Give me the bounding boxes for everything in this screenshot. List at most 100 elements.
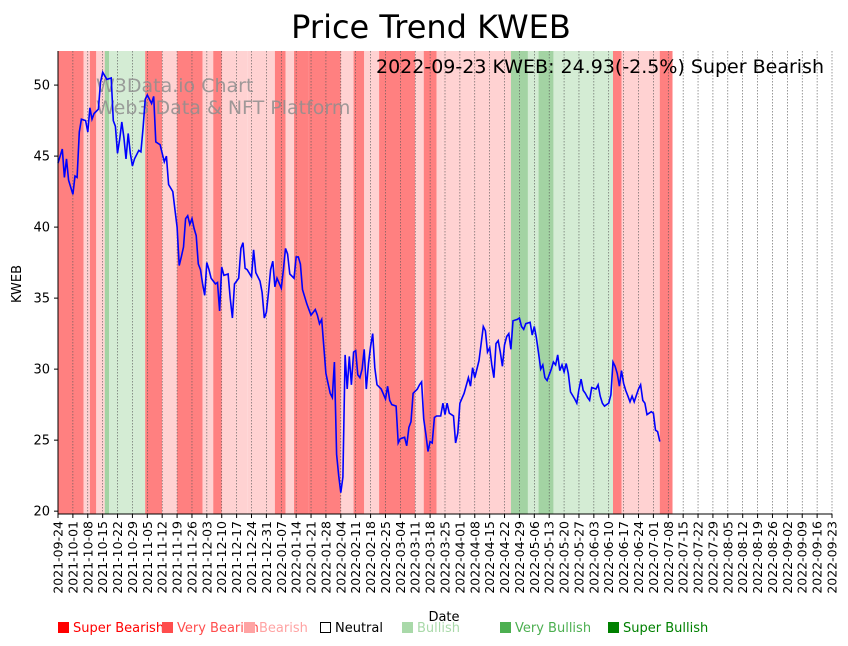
x-tick-label-45: 2022-08-05 bbox=[720, 521, 735, 594]
regime-band-33 bbox=[621, 51, 660, 514]
legend-label-super-bullish: Super Bullish bbox=[623, 621, 709, 636]
x-tick-label-34: 2022-05-20 bbox=[557, 521, 572, 594]
x-tick-label-51: 2022-09-16 bbox=[810, 521, 825, 594]
x-tick-label-24: 2022-03-11 bbox=[408, 521, 423, 594]
x-tick-label-4: 2021-10-22 bbox=[110, 521, 125, 594]
x-tick-label-12: 2021-12-17 bbox=[229, 521, 244, 594]
regime-bands bbox=[58, 51, 673, 514]
legend-item-bullish: Bullish bbox=[402, 621, 460, 636]
x-tick-label-39: 2022-06-24 bbox=[631, 521, 646, 594]
regime-band-3 bbox=[96, 51, 105, 514]
y-tick-label-25: 25 bbox=[33, 434, 50, 449]
x-tick-label-31: 2022-04-29 bbox=[512, 521, 527, 594]
x-tick-label-25: 2022-03-18 bbox=[423, 521, 438, 594]
x-axis-ticks: 2021-09-24 2021-10-01 2021-10-08 2021-10-15… bbox=[51, 514, 840, 594]
chart-title: Price Trend KWEB bbox=[291, 8, 571, 46]
regime-band-1 bbox=[83, 51, 90, 514]
x-tick-label-50: 2022-09-09 bbox=[795, 521, 810, 594]
legend-item-bearish: Bearish bbox=[244, 621, 308, 636]
legend-item-super-bullish: Super Bullish bbox=[608, 621, 708, 636]
x-tick-label-48: 2022-08-26 bbox=[765, 521, 780, 594]
legend-item-neutral: Neutral bbox=[320, 621, 383, 636]
y-tick-label-40: 40 bbox=[33, 221, 50, 236]
x-tick-label-26: 2022-03-25 bbox=[438, 521, 453, 594]
x-tick-label-38: 2022-06-17 bbox=[616, 521, 631, 594]
watermark-line-1: W3Data.io Chart bbox=[96, 75, 253, 97]
x-tick-label-35: 2022-05-27 bbox=[571, 521, 586, 594]
x-tick-label-29: 2022-04-15 bbox=[482, 521, 497, 594]
regime-band-9 bbox=[177, 51, 203, 514]
x-tick-label-5: 2021-10-29 bbox=[125, 521, 140, 594]
x-tick-label-11: 2021-12-10 bbox=[214, 521, 229, 594]
regime-band-6 bbox=[134, 51, 146, 514]
regime-band-23 bbox=[415, 51, 424, 514]
y-tick-label-45: 45 bbox=[33, 150, 50, 165]
watermark-line-2: Web3 Data & NFT Platform bbox=[96, 97, 350, 119]
regime-band-20 bbox=[353, 51, 365, 514]
x-tick-label-16: 2022-01-14 bbox=[289, 521, 304, 594]
legend-item-very-bullish: Very Bullish bbox=[500, 621, 591, 636]
x-tick-label-22: 2022-02-25 bbox=[378, 521, 393, 594]
regime-band-10 bbox=[202, 51, 214, 514]
regime-band-25 bbox=[436, 51, 443, 514]
x-tick-label-17: 2022-01-21 bbox=[304, 521, 319, 594]
regime-legend: Super Bearish Very Bearish Bearish Neutral B… bbox=[58, 621, 838, 637]
x-tick-label-32: 2022-05-06 bbox=[527, 521, 542, 594]
legend-label-bullish: Bullish bbox=[417, 621, 461, 636]
x-tick-label-36: 2022-06-03 bbox=[586, 521, 601, 594]
y-tick-label-20: 20 bbox=[33, 505, 50, 520]
regime-band-26 bbox=[442, 51, 473, 514]
regime-band-22 bbox=[379, 51, 416, 514]
x-tick-label-15: 2022-01-07 bbox=[274, 521, 289, 594]
x-tick-label-18: 2022-01-28 bbox=[318, 521, 333, 594]
x-tick-label-44: 2022-07-29 bbox=[705, 521, 720, 594]
legend-swatch-super-bearish bbox=[58, 622, 69, 633]
x-tick-label-49: 2022-09-02 bbox=[780, 521, 795, 594]
regime-band-21 bbox=[364, 51, 380, 514]
legend-item-super-bearish: Super Bearish bbox=[58, 621, 164, 636]
latest-price-annotation: 2022-09-23 KWEB: 24.93(-2.5%) Super Bear… bbox=[376, 56, 824, 78]
regime-band-29 bbox=[527, 51, 539, 514]
y-tick-label-30: 30 bbox=[33, 363, 50, 378]
x-tick-label-47: 2022-08-19 bbox=[750, 521, 765, 594]
x-tick-label-13: 2021-12-24 bbox=[244, 521, 259, 594]
legend-label-very-bearish: Very Bearish bbox=[177, 621, 259, 636]
x-tick-label-9: 2021-11-26 bbox=[184, 521, 199, 594]
x-tick-label-52: 2022-09-23 bbox=[825, 521, 840, 594]
regime-band-8 bbox=[162, 51, 178, 514]
regime-band-32 bbox=[612, 51, 622, 514]
series-line-kweb bbox=[57, 70, 661, 493]
x-tick-label-30: 2022-04-22 bbox=[497, 521, 512, 594]
legend-swatch-super-bullish bbox=[608, 622, 619, 633]
x-axis-label: Date bbox=[428, 610, 459, 625]
legend-label-very-bullish: Very Bullish bbox=[515, 621, 592, 636]
regime-band-27 bbox=[472, 51, 511, 514]
regime-band-34 bbox=[659, 51, 673, 514]
regime-band-31 bbox=[553, 51, 613, 514]
x-tick-label-33: 2022-05-13 bbox=[542, 521, 557, 594]
legend-swatch-very-bullish bbox=[500, 622, 511, 633]
regime-band-15 bbox=[274, 51, 286, 514]
x-tick-label-27: 2022-04-01 bbox=[452, 521, 467, 594]
x-tick-label-6: 2021-11-05 bbox=[140, 521, 155, 594]
x-tick-label-41: 2022-07-08 bbox=[661, 521, 676, 594]
regime-band-4 bbox=[104, 51, 110, 514]
y-tick-label-50: 50 bbox=[33, 79, 50, 94]
x-tick-label-43: 2022-07-22 bbox=[691, 521, 706, 594]
vertical-gridlines bbox=[57, 51, 833, 514]
x-tick-label-21: 2022-02-18 bbox=[363, 521, 378, 594]
regime-band-0 bbox=[58, 51, 84, 514]
x-tick-label-28: 2022-04-08 bbox=[467, 521, 482, 594]
x-tick-label-10: 2021-12-03 bbox=[199, 521, 214, 594]
legend-label-bearish: Bearish bbox=[259, 621, 308, 636]
x-tick-label-20: 2022-02-11 bbox=[348, 521, 363, 594]
legend-swatch-very-bearish bbox=[162, 622, 173, 633]
x-tick-label-0: 2021-09-24 bbox=[51, 521, 66, 594]
x-tick-label-14: 2021-12-31 bbox=[259, 521, 274, 594]
x-tick-label-2: 2021-10-08 bbox=[80, 521, 95, 594]
x-tick-label-19: 2022-02-04 bbox=[333, 521, 348, 594]
x-tick-label-7: 2021-11-12 bbox=[155, 521, 170, 594]
y-axis-ticks: 20 25 30 35 40 45 50 bbox=[33, 79, 58, 520]
regime-band-16 bbox=[285, 51, 295, 514]
